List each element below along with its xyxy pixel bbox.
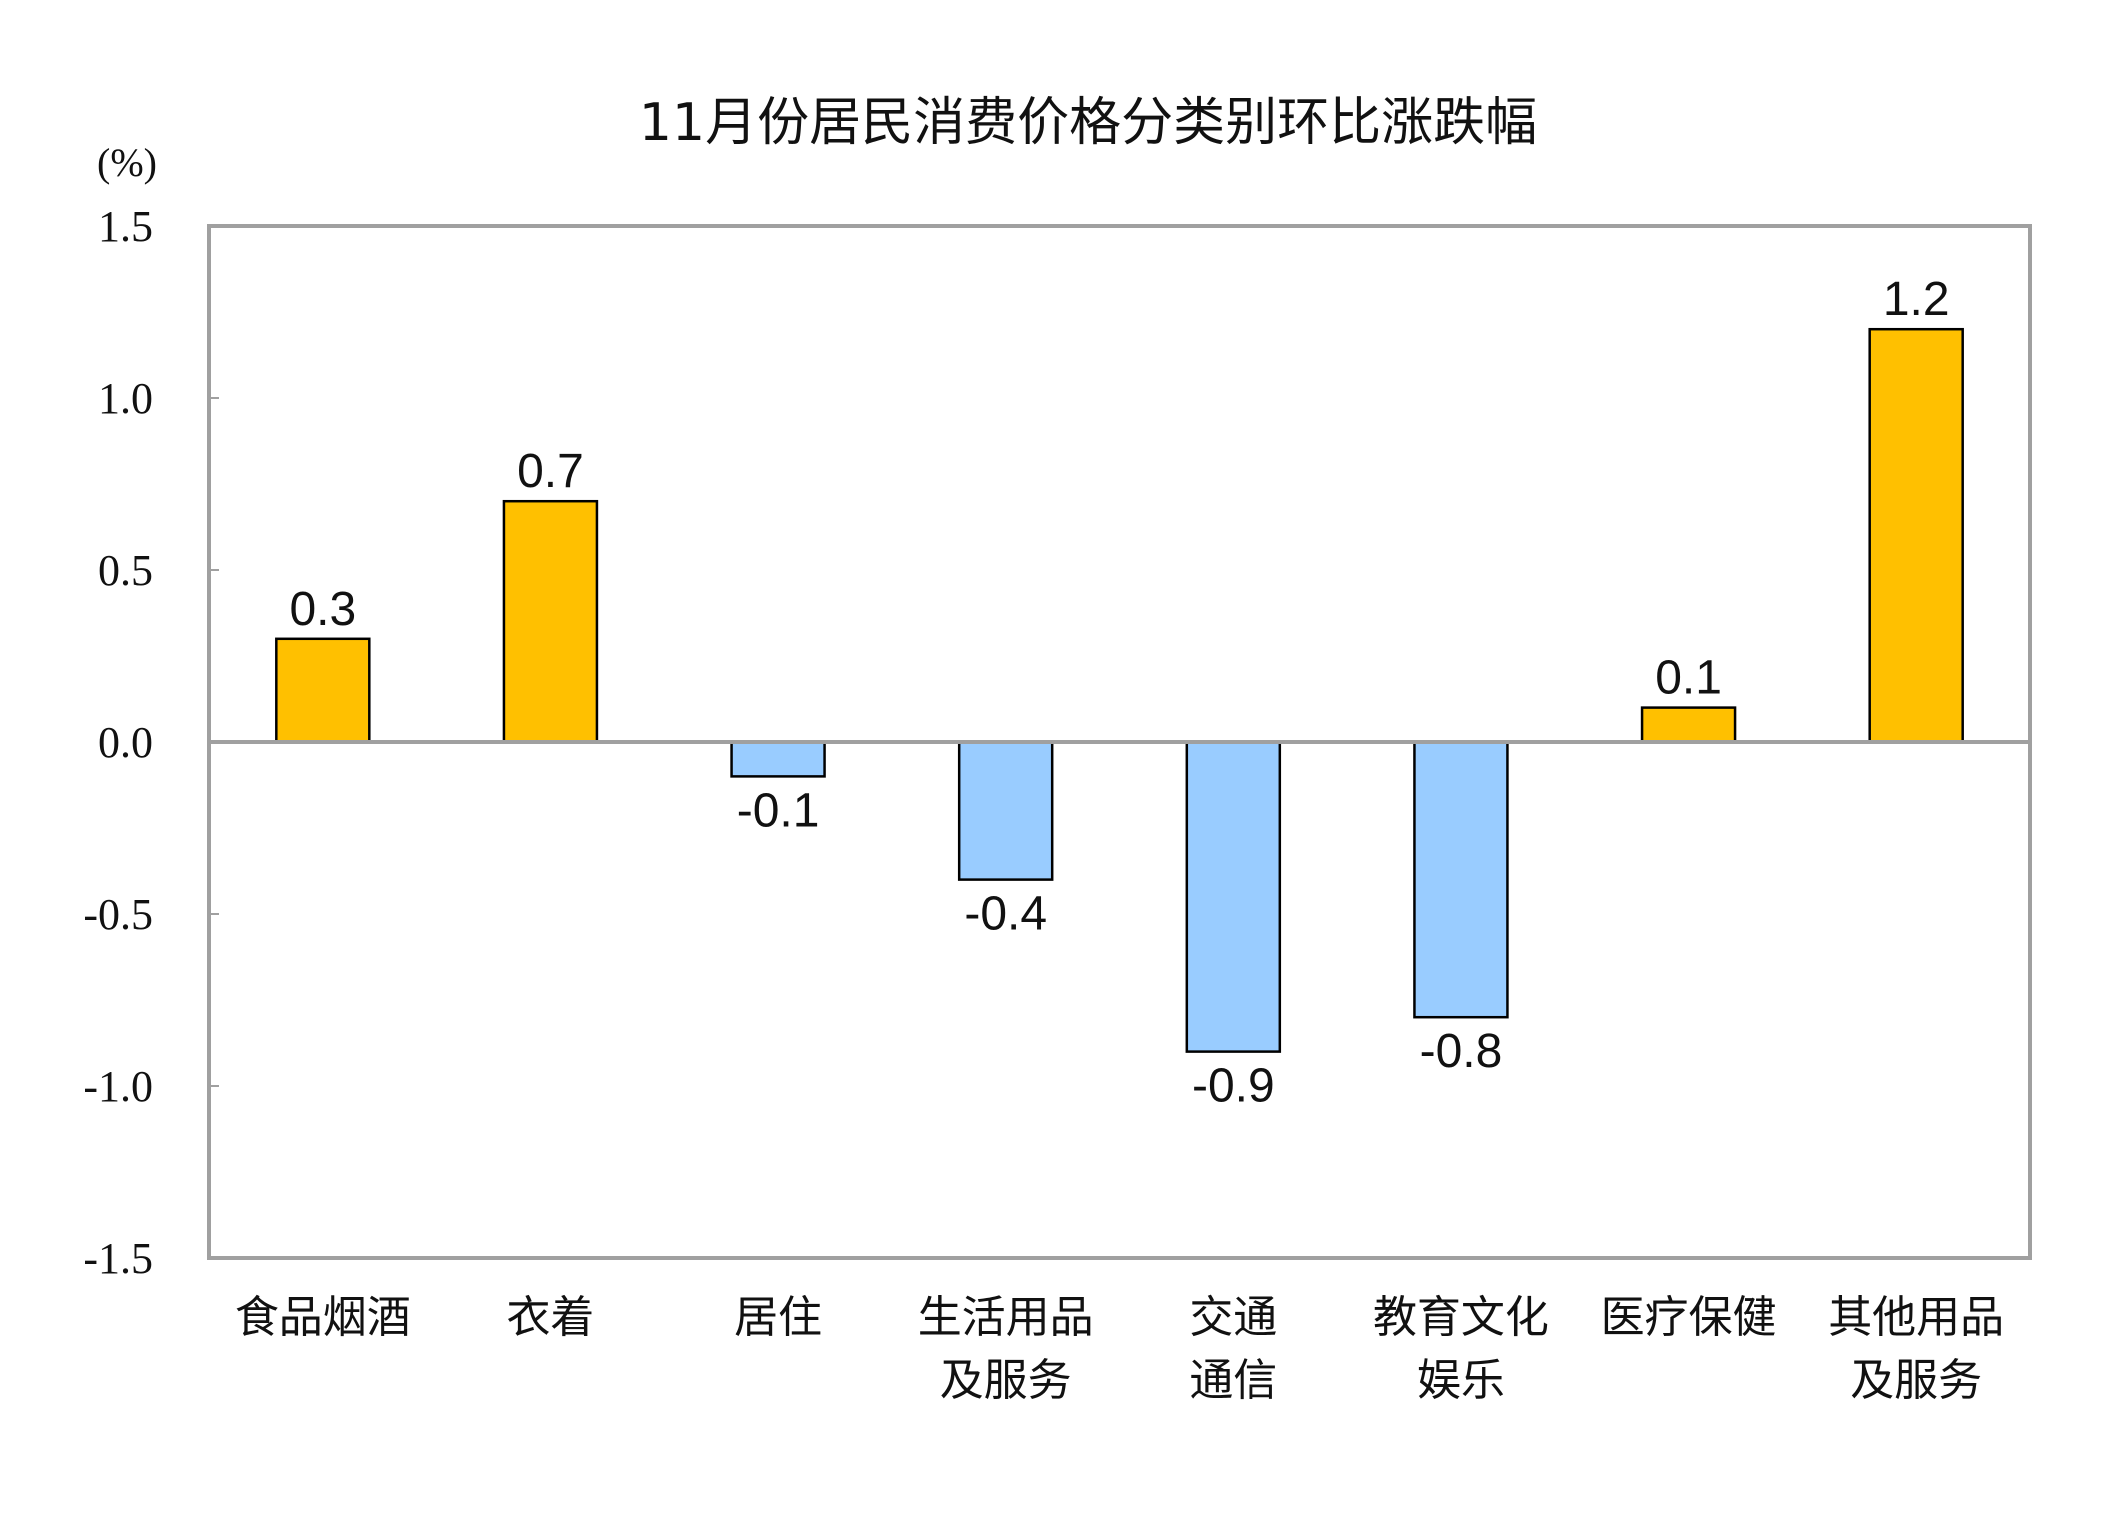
y-axis-unit: (%)	[97, 140, 157, 185]
y-tick-label: 0.0	[98, 718, 153, 767]
y-tick-label: -1.5	[83, 1234, 153, 1283]
x-category-label: 衣着	[506, 1292, 594, 1343]
x-category-label: 通信	[1189, 1355, 1277, 1406]
x-category-label: 交通	[1189, 1292, 1277, 1343]
bar	[730, 740, 826, 778]
bar	[1413, 740, 1509, 1019]
bar	[1640, 706, 1737, 744]
bar	[957, 740, 1054, 881]
x-category-label: 医疗保健	[1601, 1292, 1777, 1343]
bar	[502, 499, 599, 744]
data-label: 1.2	[1883, 273, 1950, 326]
x-category-label: 食品烟酒	[235, 1292, 411, 1343]
x-category-label: 其他用品	[1828, 1292, 2004, 1343]
data-label: -0.8	[1420, 1025, 1503, 1078]
bar	[1185, 740, 1282, 1053]
y-tick-label: -1.0	[83, 1062, 153, 1111]
data-label: 0.1	[1655, 652, 1722, 705]
x-category-label: 及服务	[940, 1355, 1072, 1406]
x-category-label: 居住	[734, 1292, 822, 1343]
bar	[275, 637, 371, 744]
y-tick-label: 1.0	[98, 374, 153, 423]
bar	[1868, 327, 1964, 744]
y-tick-label: -0.5	[83, 890, 153, 939]
x-category-label: 教育文化	[1373, 1292, 1549, 1343]
data-label: -0.9	[1192, 1060, 1275, 1113]
data-label: -0.4	[964, 888, 1047, 941]
x-category-label: 及服务	[1850, 1355, 1982, 1406]
data-label: -0.1	[737, 784, 820, 837]
y-tick-label: 0.5	[98, 546, 153, 595]
x-category-label: 生活用品	[918, 1292, 1094, 1343]
data-label: 0.7	[517, 445, 584, 498]
x-category-label: 娱乐	[1417, 1355, 1505, 1406]
chart-title: 11月份居民消费价格分类别环比涨跌幅	[639, 93, 1537, 153]
y-tick-label: 1.5	[98, 202, 153, 251]
plot-area: 1.5 1.0 0.5 0.0 -0.5 -1.0 -1.5 0.3 食品烟酒 0.7 衣着 -0.1…	[83, 202, 2032, 1406]
data-label: 0.3	[289, 583, 356, 636]
